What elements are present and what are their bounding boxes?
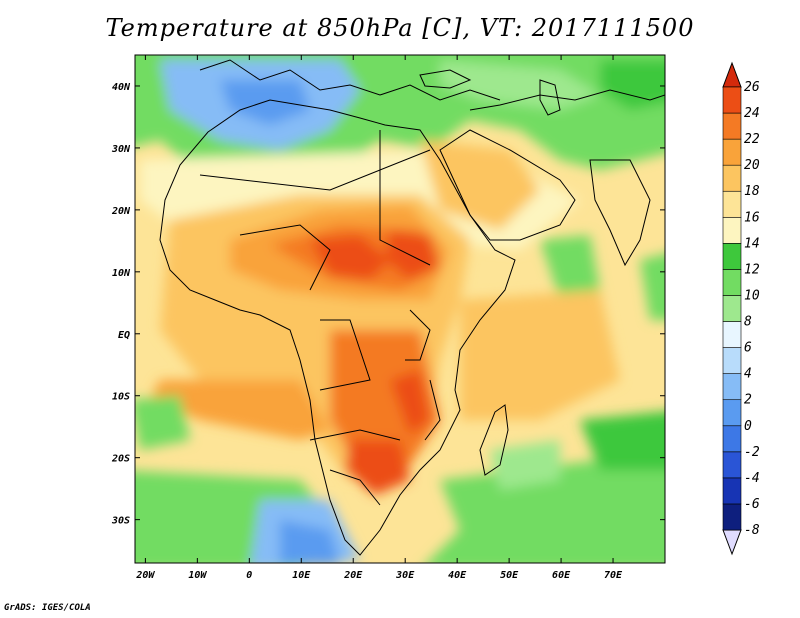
colorbar-label: -8 [744,523,760,538]
lon-tick-label: 30E [395,570,415,581]
colorbar-segment [722,425,742,453]
colorbar-label: 2 [744,393,752,408]
lat-tick-label: 20S [111,454,130,465]
colorbar-segment [722,347,742,374]
colorbar-label: 24 [744,106,760,121]
colorbar-label: 20 [744,158,760,173]
lon-tick-label: 10E [292,570,311,581]
colorbar-label: 14 [744,236,760,251]
lon-tick-label: 20W [135,570,155,581]
longitude-axis: 20W 10W 0 10E 20E 30E 40E 50E 60E 70E [135,55,623,581]
colorbar-segment [722,138,742,166]
colorbar-bottom-arrow [722,529,742,556]
map-frame [134,54,666,564]
colorbar-segment [722,295,742,322]
colorbar-segment [722,269,742,296]
lon-tick-label: 20E [343,570,363,581]
lon-tick-label: 60E [552,570,571,581]
credit-text: GrADS: IGES/COLA [4,603,91,613]
colorbar-segment [722,86,742,114]
lat-tick-label: 40N [112,82,131,93]
colorbar-label: 6 [744,341,752,356]
latitude-axis: 40N 30N 20N 10N EQ 10S 20S 30S [111,82,665,527]
colorbar-segment [722,373,742,401]
colorbar-label: 16 [744,210,760,225]
colorbar-segment [722,503,742,531]
lon-tick-label: 0 [246,570,252,581]
colorbar-segment [722,190,742,218]
colorbar-segment [722,164,742,192]
colorbar-label: 22 [744,132,760,147]
colorbar-label: 0 [744,419,752,434]
colorbar-segment [722,451,742,479]
lon-tick-label: 50E [500,570,519,581]
colorbar-label: 8 [744,315,752,330]
colorbar-label: 4 [744,367,752,382]
colorbar-label: 18 [744,184,760,199]
colorbar-label: -2 [744,445,760,460]
colorbar-segment [722,321,742,348]
colorbar-segment [722,112,742,140]
temperature-field [135,55,665,563]
lat-tick-label: EQ [118,330,130,341]
lon-tick-label: 10W [188,570,207,581]
lat-tick-label: 10N [112,268,131,279]
lat-tick-label: 10S [112,392,130,403]
lat-tick-label: 20N [111,206,131,217]
colorbar-label: -6 [744,497,760,512]
colorbar-label: 12 [744,262,760,277]
colorbar-top-arrow [722,61,742,88]
lon-tick-label: 70E [604,570,623,581]
colorbar-segment [722,399,742,427]
coastlines [159,59,665,556]
chart-title: Temperature at 850hPa [C], VT: 201711150… [105,14,695,42]
colorbar-label: 10 [744,288,760,303]
colorbar-segment [722,243,742,270]
lon-tick-label: 40E [448,570,467,581]
lat-tick-label: 30N [111,144,131,155]
colorbar-segment [722,477,742,505]
lat-tick-label: 30S [111,516,130,527]
colorbar-label: -4 [744,471,760,486]
colorbar-label: 26 [744,80,760,95]
colorbar-segment [722,216,742,244]
